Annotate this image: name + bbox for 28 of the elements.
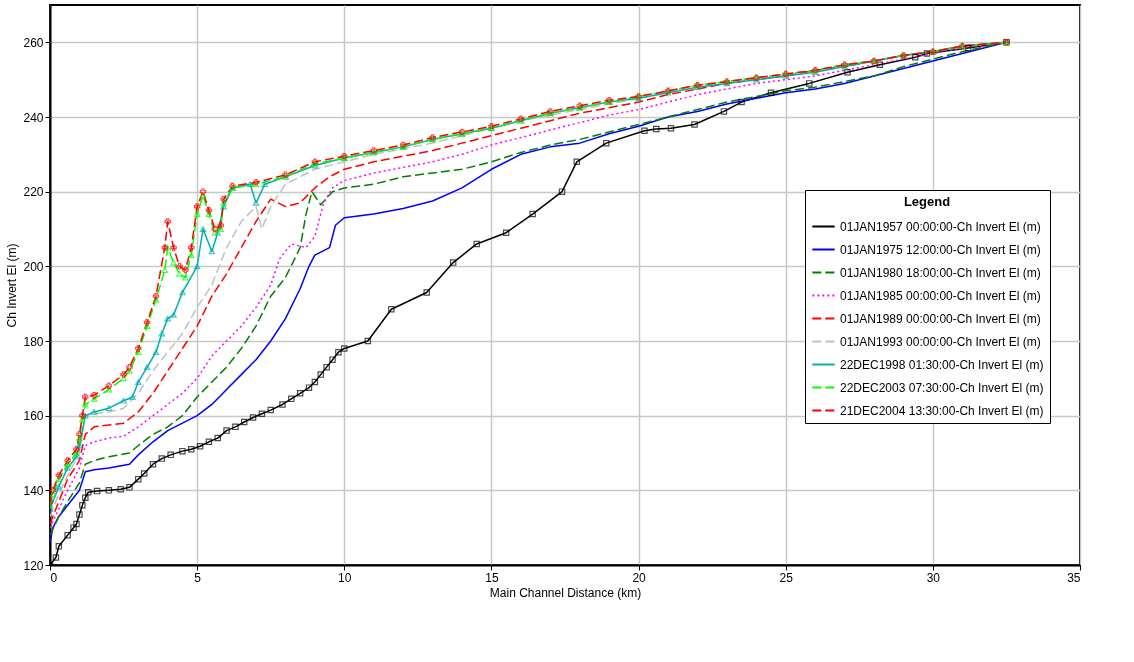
y-tick-label: 260 [23, 35, 44, 50]
y-tick-label: 120 [23, 558, 44, 573]
legend-label: 21DEC2004 13:30:00-Ch Invert El (m) [840, 403, 1044, 418]
x-tick-label: 20 [632, 570, 647, 585]
x-tick-label: 5 [194, 570, 202, 585]
legend-label: 01JAN1975 12:00:00-Ch Invert El (m) [840, 242, 1041, 257]
legend-title: Legend [903, 194, 951, 209]
legend-label: 01JAN1980 18:00:00-Ch Invert El (m) [840, 265, 1041, 280]
x-tick-label: 15 [485, 570, 499, 585]
x-tick-label: 25 [779, 570, 794, 585]
x-tick-label: 30 [926, 570, 941, 585]
y-tick-label: 160 [23, 409, 44, 424]
y-tick-label: 180 [23, 334, 44, 349]
legend-label: 01JAN1985 00:00:00-Ch Invert El (m) [840, 288, 1041, 303]
legend-label: 01JAN1957 00:00:00-Ch Invert El (m) [840, 219, 1041, 234]
x-tick-label: 0 [50, 570, 58, 585]
legend-label: 22DEC1998 01:30:00-Ch Invert El (m) [840, 357, 1044, 372]
y-axis-title: Ch Invert El (m) [5, 243, 20, 328]
y-tick-label: 220 [23, 185, 44, 200]
legend-label: 22DEC2003 07:30:00-Ch Invert El (m) [840, 380, 1044, 395]
y-tick-label: 140 [23, 483, 44, 498]
legend-label: 01JAN1989 00:00:00-Ch Invert El (m) [840, 311, 1041, 326]
y-tick-label: 200 [23, 259, 44, 274]
x-tick-label: 10 [338, 570, 352, 585]
y-tick-label: 240 [23, 110, 44, 125]
x-tick-label: 35 [1067, 570, 1081, 585]
x-axis-title: Main Channel Distance (km) [489, 585, 642, 600]
legend-label: 01JAN1993 00:00:00-Ch Invert El (m) [840, 334, 1041, 349]
